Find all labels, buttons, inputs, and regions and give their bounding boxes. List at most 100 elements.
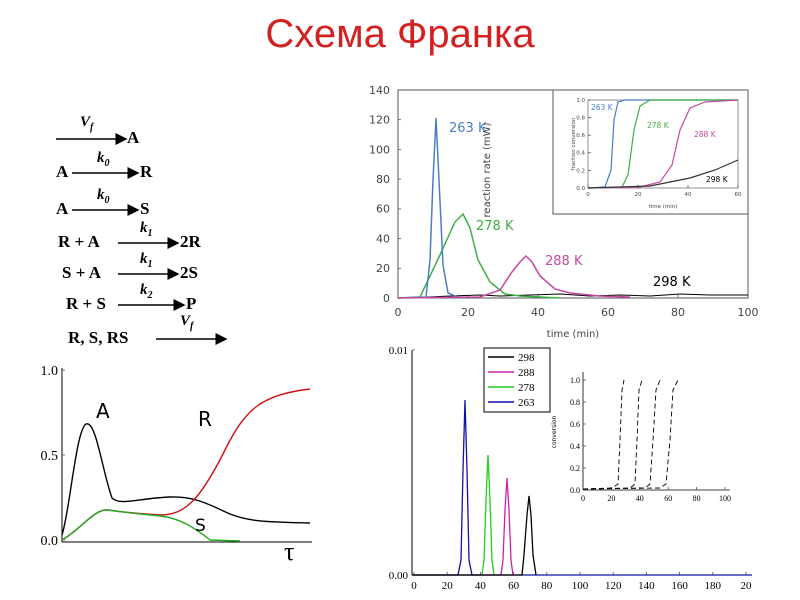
x-tick-label: 0 bbox=[411, 580, 417, 592]
inset-x-label: time (min) bbox=[649, 204, 678, 210]
inset-label: 263 K bbox=[591, 103, 614, 112]
y-tick-label: 100 bbox=[369, 143, 390, 156]
y-tick-label: 0.0 bbox=[570, 486, 580, 495]
tau-axis-symbol: τ bbox=[284, 537, 294, 566]
series-278K-line bbox=[397, 212, 561, 299]
series-S-line bbox=[61, 509, 241, 542]
x-tick-label: 0 bbox=[395, 306, 402, 319]
inset-label: 288 K bbox=[694, 130, 717, 139]
y-tick-label: 0.8 bbox=[570, 398, 580, 407]
x-tick-label: 60 bbox=[735, 192, 742, 198]
y-tick-label: 0.8 bbox=[576, 116, 585, 122]
y-tick-label: 0.2 bbox=[576, 168, 585, 174]
label-298K: 298 K bbox=[653, 275, 691, 290]
y-ticks: 0.0 0.5 1.0 bbox=[41, 364, 65, 549]
conversion-inset: 0.0 0.2 0.4 0.6 0.8 1.0 0 20 40 60 fraction conv… bbox=[552, 89, 749, 215]
label-R: R bbox=[198, 407, 212, 431]
x-tick-label: 20 bbox=[442, 580, 454, 592]
x-ticks: 0 20 40 60 80 100 120 140 160 180 20 bbox=[411, 572, 752, 592]
label-S: S bbox=[195, 516, 206, 536]
y-tick-label: 120 bbox=[369, 114, 390, 127]
label-288K: 288 K bbox=[545, 254, 583, 269]
legend-label: 278 bbox=[518, 382, 535, 394]
y-tick-label: 1.0 bbox=[570, 376, 580, 385]
x-axis-label: time (min) bbox=[547, 329, 600, 340]
x-tick-label: 40 bbox=[636, 494, 644, 503]
label-263K: 263 K bbox=[449, 121, 487, 136]
y-tick-label: 140 bbox=[369, 84, 390, 97]
y-tick-label: 0 bbox=[383, 292, 390, 305]
legend-label: 298 bbox=[518, 352, 535, 364]
inset-298K-line bbox=[587, 159, 739, 189]
series-288-line bbox=[412, 477, 514, 576]
y-tick-label: 0.5 bbox=[41, 449, 59, 464]
inset-y-ticks: 0.0 0.2 0.4 0.6 0.8 1.0 bbox=[570, 376, 586, 495]
series-288K-line bbox=[397, 254, 631, 299]
x-tick-label: 20 bbox=[741, 580, 753, 592]
conversion-inset-2: 0.0 0.2 0.4 0.6 0.8 1.0 0 20 40 60 80 100 conversi… bbox=[551, 372, 731, 503]
y-ticks: 0.00 0.01 bbox=[389, 345, 415, 582]
inset-263-line bbox=[582, 379, 625, 490]
x-tick-label: 0 bbox=[586, 192, 590, 198]
x-tick-label: 120 bbox=[605, 580, 622, 592]
y-tick-label: 0.4 bbox=[570, 442, 580, 451]
y-axis-label: reaction rate (mW) bbox=[482, 122, 493, 217]
page-title: Схема Франка bbox=[265, 12, 535, 56]
x-tick-label: 20 bbox=[461, 306, 475, 319]
series-263K-line bbox=[397, 117, 461, 299]
y-tick-label: 40 bbox=[376, 232, 390, 245]
series-A-line bbox=[61, 423, 311, 536]
x-tick-label: 100 bbox=[572, 580, 589, 592]
y-tick-label: 20 bbox=[376, 262, 390, 275]
inset-frame bbox=[552, 89, 749, 215]
x-tick-label: 20 bbox=[635, 192, 642, 198]
x-tick-label: 180 bbox=[705, 580, 722, 592]
inset-y-label: conversion bbox=[551, 415, 558, 448]
x-tick-label: 100 bbox=[719, 494, 731, 503]
x-ticks: 0 20 40 60 80 100 bbox=[395, 295, 759, 319]
y-tick-label: 0.01 bbox=[389, 345, 408, 357]
inset-x-ticks: 0 20 40 60 80 100 bbox=[581, 487, 731, 503]
y-tick-label: 1.0 bbox=[576, 98, 585, 104]
inset-298-line bbox=[582, 379, 679, 490]
inset-label: 278 K bbox=[647, 121, 670, 130]
series-298-line bbox=[412, 495, 537, 576]
y-tick-label: 0.0 bbox=[41, 534, 59, 549]
x-tick-label: 40 bbox=[531, 306, 545, 319]
y-tick-label: 0.6 bbox=[576, 133, 585, 139]
y-tick-label: 0.0 bbox=[576, 186, 585, 192]
inset-y-ticks: 0.0 0.2 0.4 0.6 0.8 1.0 bbox=[576, 98, 591, 192]
inset-278-line bbox=[582, 379, 643, 490]
y-tick-label: 0.2 bbox=[570, 464, 580, 473]
simulated-rate-chart: 0.000.01 0 20 40 60 80 100 120 140 160 180 20 298 … bbox=[389, 345, 752, 592]
x-tick-label: 140 bbox=[638, 580, 655, 592]
y-tick-label: 60 bbox=[376, 203, 390, 216]
series-278-line bbox=[412, 454, 495, 576]
x-tick-label: 40 bbox=[685, 192, 692, 198]
x-tick-label: 20 bbox=[607, 494, 615, 503]
inset-label: 298 K bbox=[706, 175, 729, 184]
concentration-chart: 0.0 0.5 1.0 A R S τ bbox=[41, 364, 312, 566]
inset-y-label: fraction conversion bbox=[571, 117, 577, 170]
x-tick-label: 80 bbox=[671, 306, 685, 319]
label-A: A bbox=[96, 399, 110, 423]
x-tick-label: 0 bbox=[581, 494, 585, 503]
x-tick-label: 100 bbox=[738, 306, 759, 319]
legend-label: 288 bbox=[518, 367, 535, 379]
reaction-arrows bbox=[56, 133, 228, 345]
series-263-line bbox=[412, 399, 752, 576]
x-tick-label: 60 bbox=[508, 580, 520, 592]
x-tick-label: 80 bbox=[541, 580, 553, 592]
y-tick-label: 1.0 bbox=[41, 364, 59, 379]
y-tick-label: 0.4 bbox=[576, 151, 585, 157]
y-tick-label: 0.00 bbox=[389, 570, 409, 582]
x-tick-label: 60 bbox=[601, 306, 615, 319]
x-tick-label: 40 bbox=[475, 580, 487, 592]
x-tick-label: 60 bbox=[664, 494, 672, 503]
label-278K: 278 K bbox=[476, 219, 514, 234]
y-tick-label: 0.6 bbox=[570, 420, 580, 429]
y-tick-label: 80 bbox=[376, 173, 390, 186]
legend: 298 288 278 263 bbox=[483, 347, 551, 413]
x-tick-label: 160 bbox=[671, 580, 688, 592]
